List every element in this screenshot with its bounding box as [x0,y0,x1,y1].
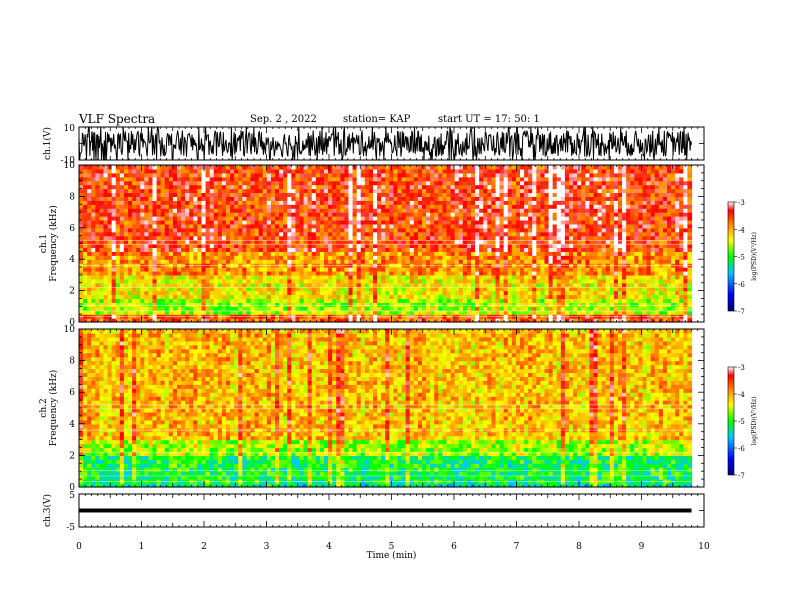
x-tick-label: 7 [514,542,520,552]
ch1-spectrogram-ytick-label: 10 [64,161,76,171]
ch1-spectrogram-ytick-label: 6 [69,224,75,234]
ch2-channel-label: ch.2 [39,398,49,417]
ch2-colorbar-tick-label: -6 [738,445,745,453]
ch2-colorbar-tick-label: -7 [738,472,745,480]
x-tick-label: 1 [139,542,145,552]
ch1-waveform-ytick-bottom: -10 [61,156,76,166]
ch2-spectrogram-ytick-label: 6 [69,388,75,398]
chart-title: VLF Spectra [79,112,156,126]
ch3-waveform-yticks [79,493,704,528]
ch2-frequency-axis-label: Frequency (kHz) [48,370,59,447]
ch1-spectrogram-frame-xticks [78,165,705,322]
header-start-time: start UT = 17: 50: 1 [438,114,540,125]
ch2-spectrogram-ytick-label: 2 [69,451,75,461]
ch3-waveform-ytick-bottom: -5 [66,523,75,533]
ch3-waveform-band [79,508,692,513]
x-tick-label: 0 [76,542,82,552]
ch2-spectrogram-cells [79,329,693,488]
ch1-waveform-frame-xticks [78,127,705,160]
header-station: station= KAP [343,114,411,125]
ch2-spectrogram-frame-xticks [78,329,705,487]
ch1-colorbar-tick-label: -5 [738,254,745,262]
ch2-colorbar-tick-label: -4 [738,391,745,399]
ch3-waveform-frame-xticks [78,494,705,527]
ch1-colorbar [727,201,735,312]
ch1-waveform-ylabel: ch.1(V) [42,127,53,160]
ch1-spectrogram-yticks [79,164,704,323]
ch1-spectrogram-ytick-label: 0 [69,318,75,328]
ch3-waveform-ylabel: ch.3(V) [42,494,53,527]
ch2-spectrogram-ytick-label: 10 [64,325,76,335]
ch2-colorbar-tick-label: -5 [738,418,745,426]
ch1-colorbar-tick-label: -7 [738,308,745,316]
x-tick-label: 4 [326,542,332,552]
ch2-colorbar-ticks [734,366,737,476]
ch1-colorbar-ticks [734,201,737,312]
x-tick-label: 10 [698,542,710,552]
ch1-spectrogram-ytick-label: 2 [69,287,75,297]
x-tick-label: 3 [264,542,270,552]
x-tick-label: 8 [576,542,582,552]
ch1-waveform-yticks [79,126,704,161]
header-date: Sep. 2 , 2022 [250,114,317,125]
ch2-spectrogram-lines [79,404,692,482]
ch1-spectrogram-ytick-label: 4 [69,255,75,265]
ch2-colorbar [727,366,735,476]
ch2-colorbar-tick-label: -3 [738,364,745,372]
ch1-frequency-axis-label: Frequency (kHz) [48,205,59,282]
ch1-waveform-line [78,126,692,161]
ch1-colorbar-tick-label: -6 [738,281,745,289]
ch1-waveform-ytick-top: 10 [64,124,76,134]
x-tick-label: 6 [451,542,457,552]
x-tick-label: 2 [201,542,207,552]
x-tick-label: 9 [639,542,645,552]
ch2-spectrogram-ytick-label: 8 [69,357,75,367]
ch3-waveform-ytick-top: 5 [69,491,75,501]
ch1-spectrogram-ytick-label: 8 [69,192,75,202]
ch1-colorbar-tick-label: -4 [738,226,745,234]
x-axis-label: Time (min) [367,550,417,561]
ch1-colorbar-label: log(PSD)(V²/Hz) [751,232,758,281]
ch2-spectrogram-yticks [79,328,704,488]
ch2-spectrogram-ytick-label: 4 [69,420,75,430]
ch1-spectrogram-lines [79,240,692,317]
x-tick-label: 5 [389,542,395,552]
ch1-channel-label: ch.1 [39,234,49,253]
ch1-spectrogram-cells [79,165,693,323]
ch1-colorbar-tick-label: -3 [738,199,745,207]
ch2-colorbar-label: log(PSD)(V²/Hz) [751,397,758,446]
ch2-spectrogram-ytick-label: 0 [69,483,75,493]
